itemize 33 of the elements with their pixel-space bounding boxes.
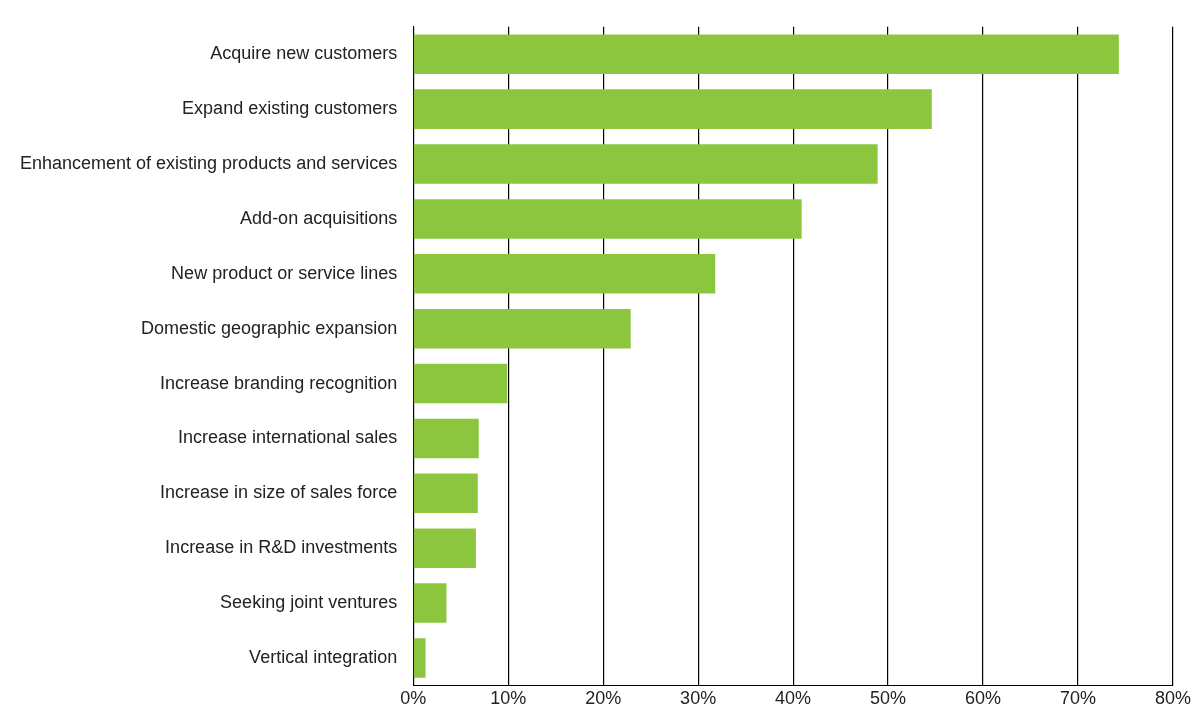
x-tick-label: 30% — [680, 688, 717, 709]
x-tick-label: 70% — [1060, 688, 1097, 709]
y-tick-label: Increase international sales — [178, 427, 398, 448]
x-tick-label: 0% — [400, 688, 427, 709]
x-tick-label: 80% — [1154, 688, 1192, 709]
bar — [413, 638, 426, 678]
x-tick-label: 60% — [965, 688, 1002, 709]
bar — [413, 583, 447, 623]
y-tick-label: Expand existing customers — [182, 98, 398, 119]
bar — [413, 144, 878, 184]
bar — [413, 34, 1119, 74]
bar — [413, 199, 802, 239]
x-tick-label: 10% — [490, 688, 527, 709]
bar — [413, 89, 932, 129]
y-tick-label: Domestic geographic expansion — [141, 317, 398, 338]
y-tick-label: Seeking joint ventures — [220, 592, 398, 613]
bar — [413, 418, 479, 459]
bar — [413, 363, 508, 404]
bar — [413, 528, 476, 568]
bar — [413, 308, 631, 349]
y-tick-label: Increase branding recognition — [160, 372, 398, 393]
y-tick-label: Acquire new customers — [210, 43, 398, 64]
y-tick-label: Increase in R&D investments — [165, 537, 398, 558]
y-tick-label: Increase in size of sales force — [160, 482, 398, 503]
x-tick-label: 20% — [585, 688, 622, 709]
bar — [413, 254, 716, 294]
y-tick-label: Enhancement of existing products and services — [19, 152, 398, 173]
x-tick-label: 50% — [870, 688, 907, 709]
x-tick-label: 40% — [775, 688, 812, 709]
y-tick-label: Add-on acquisitions — [240, 207, 398, 228]
y-tick-label: New product or service lines — [171, 262, 398, 283]
y-tick-label: Vertical integration — [249, 646, 398, 667]
bar — [413, 473, 478, 514]
